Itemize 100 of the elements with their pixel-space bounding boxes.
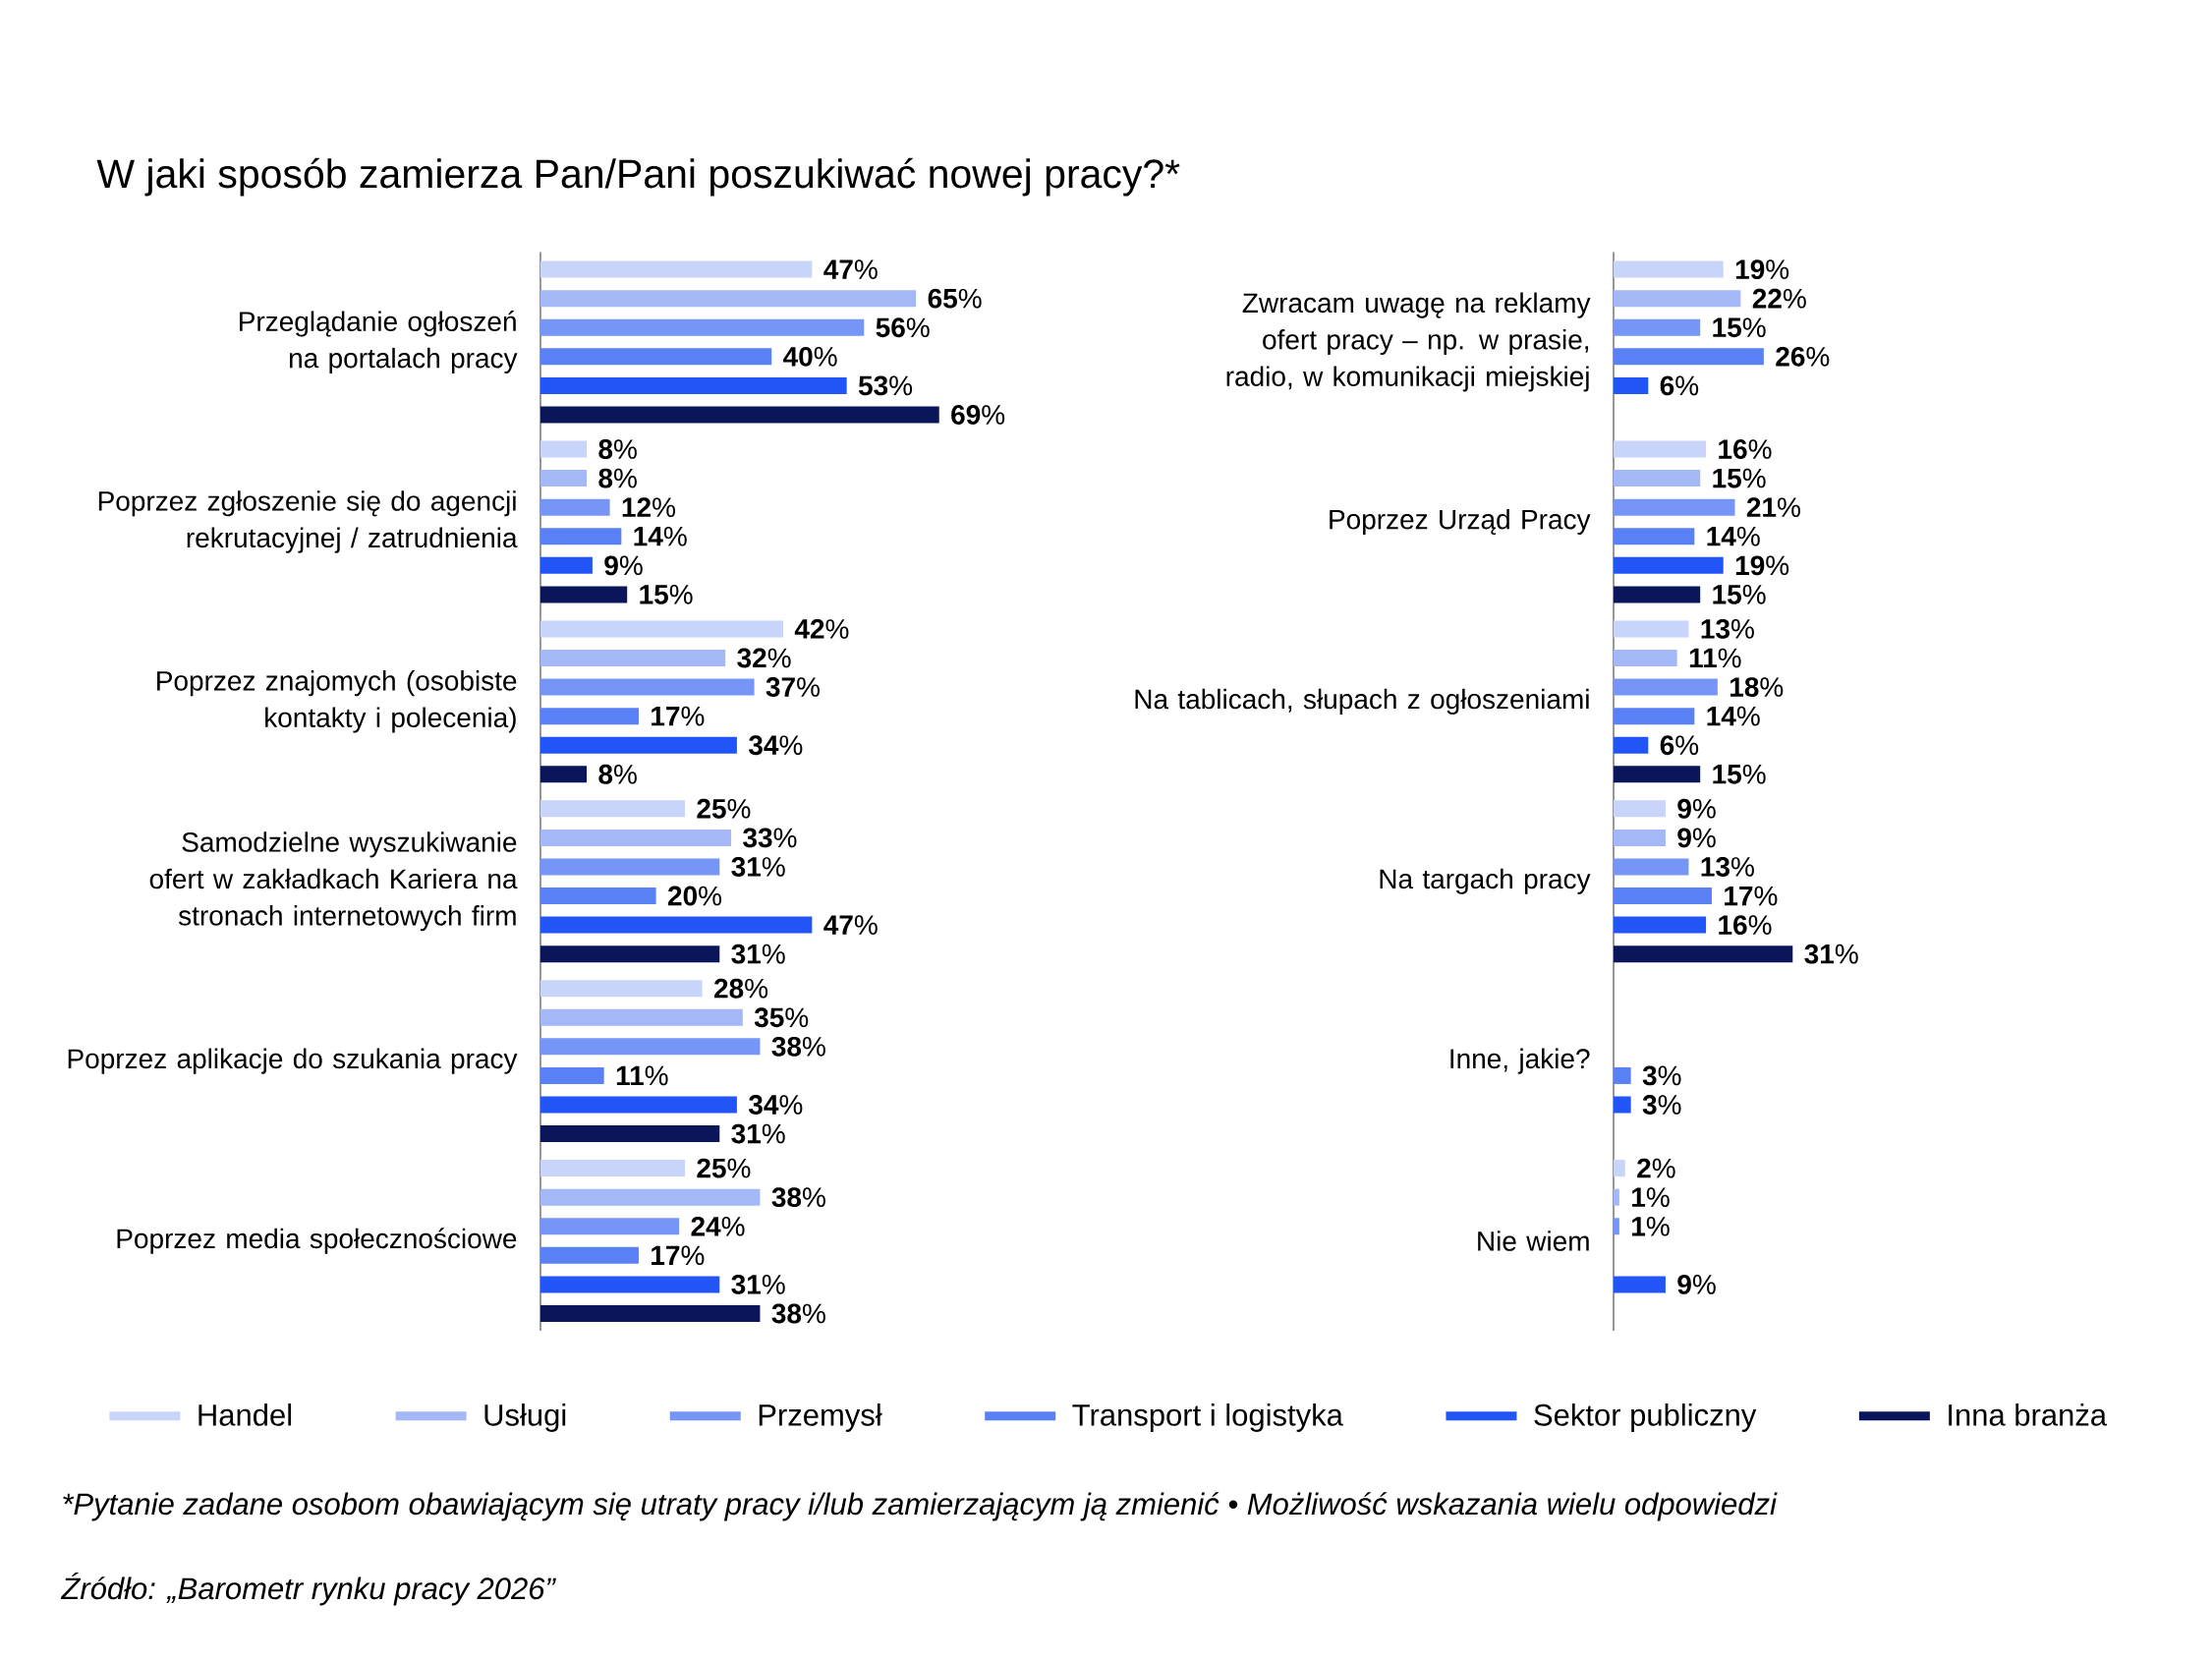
bar — [1614, 318, 1701, 336]
bar — [540, 800, 685, 818]
bar — [540, 318, 865, 336]
data-label: 9% — [1677, 798, 1716, 819]
legend-label: Przemysł — [759, 1403, 882, 1432]
bar — [540, 1218, 680, 1235]
data-label: 15% — [1713, 317, 1766, 338]
data-label: 17% — [652, 1245, 705, 1266]
bar — [540, 498, 610, 516]
data-label: 35% — [754, 1007, 809, 1028]
y-tick-label: Nie wiem — [1478, 1231, 1589, 1251]
bar — [1614, 620, 1689, 638]
bar — [540, 1066, 604, 1084]
bar — [1614, 376, 1649, 394]
bar — [540, 766, 588, 783]
data-label: 14% — [1707, 526, 1760, 546]
data-label: 14% — [1707, 706, 1760, 726]
bar — [540, 348, 772, 366]
bar — [1614, 708, 1695, 725]
data-label: 33% — [743, 828, 797, 848]
bar — [540, 470, 588, 487]
data-label: 65% — [928, 288, 982, 309]
data-label: 13% — [1701, 857, 1754, 877]
bar — [540, 916, 813, 934]
bar — [540, 829, 732, 846]
text: *Pytanie zadane osobom obawiającym się utraty pracy i/lub zamierzającym ją zmienić • Możliwość wskazania wielu odpowiedzi — [63, 1492, 1778, 1521]
bar — [540, 528, 622, 545]
data-label: 9% — [1677, 1274, 1716, 1294]
y-tick-label: Poprzez media społecznościowe — [117, 1228, 517, 1254]
data-label: 6% — [1660, 735, 1699, 756]
bar — [540, 888, 656, 905]
bar — [540, 678, 755, 696]
bar — [540, 290, 917, 308]
data-label: 1% — [1632, 1187, 1670, 1207]
bar — [1614, 1160, 1625, 1177]
data-label: 22% — [1752, 288, 1806, 309]
y-tick-label: Na tablicach, słupach z ogłoszeniami — [1135, 688, 1589, 715]
data-label: 31% — [731, 1123, 785, 1144]
bar — [540, 376, 847, 394]
data-label: 15% — [1713, 764, 1766, 784]
y-tick-label: Poprzez zgłoszenie się do agencji rekrutacyjnej / zatrudnienia — [98, 490, 518, 553]
data-label: 8% — [598, 468, 637, 488]
bar — [540, 736, 737, 754]
bar — [1614, 1066, 1631, 1084]
bar — [1614, 470, 1701, 487]
data-label: 15% — [1713, 585, 1766, 604]
data-label: 21% — [1746, 497, 1800, 518]
y-tick-label: Przeglądanie ogłoszeń na portalach pracy — [240, 311, 518, 373]
data-label: 8% — [598, 764, 637, 784]
y-tick-label: Poprzez aplikacje do szukania pracy — [68, 1048, 518, 1074]
bar — [1614, 829, 1666, 846]
data-label: 2% — [1637, 1158, 1675, 1178]
legend-label: Handel — [199, 1403, 292, 1426]
bar — [540, 406, 939, 424]
data-label: 11% — [616, 1065, 668, 1086]
bar — [540, 1160, 685, 1177]
data-label: 9% — [604, 555, 643, 576]
data-label: 34% — [748, 1095, 803, 1115]
bar — [540, 1096, 737, 1114]
data-label: 24% — [691, 1216, 745, 1236]
legend-label: Usługi — [484, 1403, 566, 1432]
data-label: 38% — [771, 1187, 825, 1208]
data-label: 14% — [634, 526, 687, 546]
bar — [540, 945, 720, 963]
data-label: 38% — [771, 1303, 825, 1324]
bar — [1614, 678, 1718, 696]
legend-label: Transport i logistyka — [1072, 1403, 1343, 1432]
data-label: 38% — [771, 1036, 825, 1057]
y-tick-label: Samodzielne wyszukiwanie ofert w zakładkach Kariera na stronach internetowych firm — [149, 831, 518, 932]
data-label: 42% — [794, 619, 849, 639]
chart-title: W jaki sposób zamierza Pan/Pani poszukiwać nowej pracy?* — [96, 157, 1180, 197]
bar — [540, 556, 593, 574]
data-label: 17% — [652, 706, 705, 726]
bar — [1614, 260, 1724, 278]
bar — [1614, 736, 1649, 754]
data-label: 17% — [1725, 886, 1778, 906]
bar — [1614, 858, 1689, 876]
bar — [540, 980, 703, 998]
data-label: 6% — [1660, 375, 1699, 396]
bar — [1614, 1188, 1619, 1206]
y-tick-label: Zwracam uwagę na reklamy ofert pracy – np. w prasie, radio, w komunikacji miejskiej — [1226, 292, 1591, 392]
legend-label: Sektor publiczny — [1534, 1403, 1757, 1432]
data-label: 16% — [1719, 439, 1772, 459]
data-label: 11% — [1689, 648, 1741, 668]
data-label: 47% — [823, 915, 878, 935]
data-label: 28% — [714, 978, 768, 999]
bar — [1614, 586, 1701, 603]
bar — [540, 1188, 761, 1206]
bar — [540, 440, 588, 458]
bar — [540, 1246, 639, 1264]
data-label: 15% — [640, 585, 693, 604]
data-label: 32% — [737, 648, 791, 668]
y-tick-label: Poprzez Urząd Pracy — [1330, 508, 1591, 536]
data-label: 37% — [766, 677, 821, 697]
data-label: 53% — [858, 375, 913, 396]
data-label: 25% — [697, 1158, 751, 1178]
data-label: 18% — [1730, 677, 1784, 697]
bar — [540, 1125, 720, 1143]
data-label: 13% — [1701, 618, 1754, 639]
data-label: 26% — [1776, 346, 1830, 367]
